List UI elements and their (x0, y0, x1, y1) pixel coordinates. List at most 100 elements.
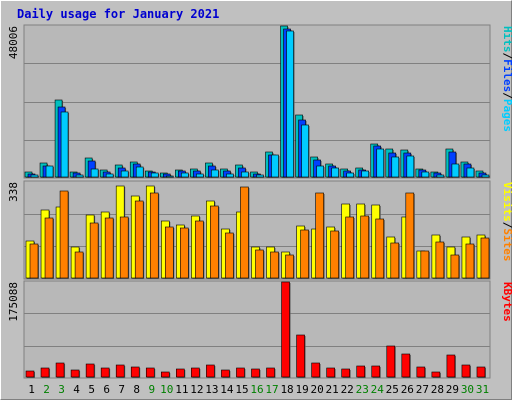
bar-sites-day-12 (195, 220, 204, 279)
x-tick-label-15: 15 (235, 383, 248, 396)
bar-kbytes-day-26 (401, 353, 411, 378)
x-tick-label-23: 23 (356, 383, 369, 396)
x-tick-label-11: 11 (175, 383, 188, 396)
bar-kbytes-day-4 (70, 369, 80, 378)
bar-kbytes-day-24 (371, 365, 381, 378)
bar-pages-day-12 (196, 173, 204, 178)
bar-shadow (167, 177, 175, 178)
bar-sites-day-30 (465, 243, 475, 279)
bar-pages-day-28 (436, 174, 445, 178)
bar-pages-day-19 (301, 124, 309, 178)
bar-sites-day-21 (330, 230, 339, 279)
bar-kbytes-day-11 (176, 368, 185, 378)
bar-sites-day-7 (119, 216, 129, 279)
bar-kbytes-day-25 (386, 345, 396, 378)
bar-sites-day-2 (44, 217, 54, 279)
bar-kbytes-day-6 (100, 367, 110, 378)
x-tick-label-30: 30 (461, 383, 474, 396)
x-tick-label-31: 31 (476, 383, 489, 396)
bar-pages-day-24 (376, 148, 385, 178)
bar-pages-day-27 (421, 171, 430, 178)
right-legend-bottom: KBytes (501, 282, 512, 322)
bar-sites-day-14 (225, 232, 234, 279)
x-tick-label-22: 22 (341, 383, 354, 396)
x-tick-label-4: 4 (73, 383, 80, 396)
bar-kbytes-day-1 (25, 370, 35, 378)
bar-pages-day-10 (165, 175, 174, 178)
x-tick-label-6: 6 (103, 383, 110, 396)
bar-sites-day-29 (450, 254, 460, 279)
bar-kbytes-day-16 (251, 368, 260, 378)
bar-sites-day-9 (149, 192, 159, 279)
x-tick-label-18: 18 (280, 383, 293, 396)
bar-kbytes-day-12 (191, 367, 200, 378)
x-tick-label-27: 27 (416, 383, 429, 396)
bar-kbytes-day-2 (40, 367, 50, 378)
x-tick-label-29: 29 (446, 383, 459, 396)
y-max-label-top: 48006 (7, 26, 20, 59)
x-tick-label-2: 2 (43, 383, 50, 396)
bar-pages-day-31 (481, 174, 490, 178)
bar-kbytes-day-10 (160, 371, 170, 378)
x-tick-label-10: 10 (160, 383, 173, 396)
bar-sites-day-8 (134, 200, 144, 279)
x-tick-label-14: 14 (220, 383, 234, 396)
x-tick-label-24: 24 (371, 383, 385, 396)
bar-pages-day-11 (181, 172, 189, 178)
bar-pages-day-18 (286, 30, 294, 178)
bar-kbytes-day-28 (431, 371, 441, 378)
bar-sites-day-6 (104, 217, 114, 279)
bar-pages-day-1 (30, 174, 39, 178)
bar-sites-day-13 (210, 205, 219, 279)
x-tick-label-5: 5 (88, 383, 95, 396)
bar-kbytes-day-7 (115, 364, 125, 378)
bar-pages-day-26 (406, 155, 415, 178)
bar-sites-day-22 (345, 216, 354, 279)
bar-pages-day-8 (135, 166, 144, 178)
bar-sites-day-15 (240, 186, 249, 279)
bar-kbytes-day-29 (446, 354, 456, 378)
bar-pages-day-2 (45, 165, 54, 178)
bar-kbytes-day-17 (266, 367, 275, 378)
bar-sites-day-25 (390, 242, 400, 279)
x-tick-label-17: 17 (265, 383, 278, 396)
bar-kbytes-day-3 (55, 362, 65, 378)
x-tick-label-25: 25 (386, 383, 399, 396)
bar-kbytes-day-30 (461, 364, 471, 378)
bar-pages-day-9 (150, 172, 159, 178)
x-tick-label-8: 8 (133, 383, 140, 396)
legend-label: / (501, 53, 512, 60)
x-tick-label-3: 3 (58, 383, 65, 396)
x-tick-label-28: 28 (431, 383, 444, 396)
bar-kbytes-day-15 (236, 367, 245, 378)
x-tick-label-21: 21 (326, 383, 339, 396)
bar-sites-day-23 (360, 215, 370, 279)
bar-sites-day-19 (300, 229, 309, 279)
bar-pages-day-21 (331, 167, 339, 178)
right-legend-middle: Visits/Sites (501, 182, 512, 262)
legend-label: KBytes (501, 282, 512, 322)
bar-sites-day-26 (405, 192, 415, 279)
legend-label: Hits (501, 26, 512, 53)
bar-kbytes-day-14 (221, 369, 230, 378)
x-tick-label-16: 16 (250, 383, 263, 396)
legend-label: Sites (501, 228, 512, 261)
bar-pages-day-4 (75, 174, 84, 178)
legend-label: Pages (501, 99, 512, 132)
bar-kbytes-day-18 (281, 281, 290, 378)
bar-pages-day-22 (346, 172, 354, 178)
x-tick-label-19: 19 (295, 383, 308, 396)
bar-sites-day-24 (375, 218, 385, 279)
bar-kbytes-day-27 (416, 366, 426, 378)
bar-sites-day-11 (180, 227, 189, 279)
legend-label: Visits (501, 182, 512, 222)
bar-pages-day-23 (361, 170, 370, 178)
x-tick-label-9: 9 (148, 383, 155, 396)
bar-sites-day-18 (285, 254, 294, 279)
legend-label: / (501, 92, 512, 99)
y-max-label-middle: 338 (7, 182, 20, 202)
right-legend-top: Hits/Files/Pages (501, 26, 512, 132)
bar-kbytes-day-13 (206, 364, 215, 378)
bar-pages-day-25 (391, 156, 400, 178)
